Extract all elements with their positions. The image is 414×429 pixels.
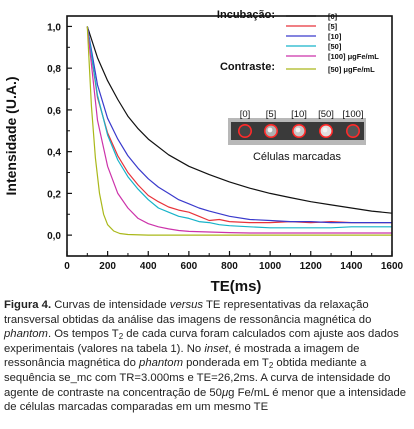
caption-emphasis: μ <box>221 386 229 399</box>
figure-caption: Figura 4. Curvas de intensidade versus T… <box>4 298 410 415</box>
caption-emphasis: versus <box>169 299 204 311</box>
legend: Incubação: Contraste: [0][5][10][50][100… <box>217 9 379 74</box>
x-tick-label: 1400 <box>340 261 363 272</box>
x-tick-label: 0 <box>64 261 70 272</box>
legend-entry-label: [50] <box>328 42 342 51</box>
legend-title-incubacao: Incubação: <box>217 9 275 21</box>
x-axis-label: TE(ms) <box>211 278 262 295</box>
caption-text: TE representativas da relaxação transver… <box>4 299 372 326</box>
x-tick-label: 1000 <box>259 261 282 272</box>
inset-well-label: [10] <box>291 109 307 120</box>
y-tick-label: 0,2 <box>47 189 61 200</box>
caption-subscript: 2 <box>268 361 274 371</box>
caption-text: ponderada em T <box>183 357 269 370</box>
inset-image <box>228 118 366 145</box>
inset-well <box>345 124 360 139</box>
series-line-5 <box>86 26 392 236</box>
inset-well-highlight <box>322 127 328 133</box>
inset-well-label: [100] <box>342 109 363 120</box>
legend-entry-label: [50] μgFe/mL <box>328 65 375 74</box>
legend-entry-label: [0] <box>328 12 338 21</box>
y-axis-label: Intensidade (U.A.) <box>3 76 19 195</box>
caption-text: de cada curva foram calculados com ajust… <box>4 328 399 355</box>
legend-entry-label: [10] <box>328 32 342 41</box>
inset-caption: Células marcadas <box>253 151 342 163</box>
caption-text: , é mostrada a imagem de ressonância mag… <box>4 342 360 370</box>
series-line-4 <box>86 26 392 234</box>
series-line-3 <box>86 26 392 229</box>
legend-title-contraste: Contraste: <box>220 61 275 73</box>
x-tick-label: 1200 <box>300 261 323 272</box>
series-line-2 <box>86 26 392 224</box>
chart: 0 200 400 600 800 1000 1200 1400 1600 0,0 0,2 0,4 0,… <box>3 9 404 295</box>
inset-well-label: [0] <box>240 109 251 120</box>
inset-well <box>238 124 253 139</box>
y-tick-label: 0,0 <box>47 231 61 242</box>
y-tick-label: 0,8 <box>47 64 61 75</box>
caption-text: obtida mediante a sequência se_mc com TR… <box>4 357 391 399</box>
figure: 0 200 400 600 800 1000 1200 1400 1600 0,0 0,2 0,4 0,… <box>3 9 404 295</box>
curves-layer <box>86 26 393 236</box>
caption-emphasis: phantom <box>139 357 183 370</box>
inset-well-label: [50] <box>318 109 334 120</box>
caption-label: Figura 4. <box>4 299 52 311</box>
inset-well-highlight <box>267 127 273 133</box>
inset-labels: Células marcadas [0] [5] [10] [50] [100] <box>240 109 364 163</box>
x-tick-label: 1600 <box>381 261 404 272</box>
x-tick-label: 400 <box>140 261 157 272</box>
y-tick-label: 1,0 <box>47 22 61 33</box>
caption-subscript: 2 <box>118 332 124 342</box>
series-line-0 <box>86 26 393 214</box>
legend-entry-label: [5] <box>328 22 338 31</box>
y-tick-label: 0,6 <box>47 106 61 117</box>
ticks-layer: 0 200 400 600 800 1000 1200 1400 1600 0,0 0,2 0,4 0,… <box>47 22 403 272</box>
caption-emphasis: inset <box>204 342 229 355</box>
y-tick-label: 0,4 <box>47 148 61 159</box>
caption-emphasis: phantom <box>4 328 48 341</box>
x-tick-label: 600 <box>181 261 198 272</box>
x-tick-label: 800 <box>221 261 238 272</box>
caption-text: g Fe/mL é menor que a intensidade de cél… <box>4 386 407 414</box>
x-tick-label: 200 <box>99 261 116 272</box>
inset-well-highlight <box>295 127 301 133</box>
caption-text: . Os tempos T <box>47 328 119 341</box>
caption-text: Curvas de intensidade <box>51 299 170 311</box>
legend-entry-label: [100] μgFe/mL <box>328 52 379 61</box>
inset-well-label: [5] <box>266 109 277 120</box>
